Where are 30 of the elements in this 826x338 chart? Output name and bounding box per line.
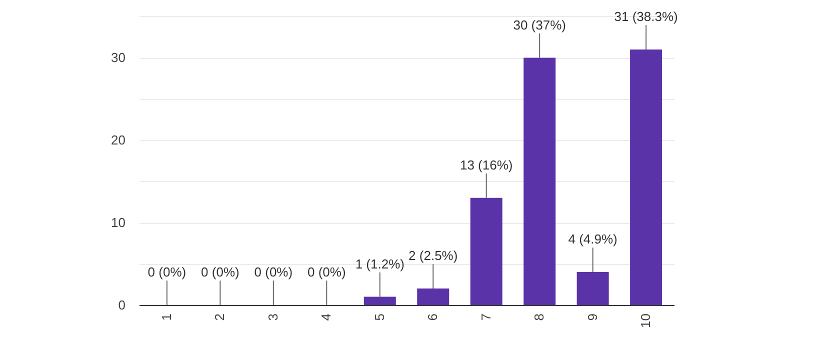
data-label: 1 (1.2%)	[355, 256, 404, 272]
data-label: 0 (0%)	[201, 264, 240, 280]
x-tick-label: 7	[478, 314, 494, 321]
data-label: 13 (16%)	[460, 157, 513, 172]
data-label: 2 (2.5%)	[408, 248, 458, 264]
bar	[630, 49, 662, 305]
x-tick-label: 1	[158, 314, 174, 321]
x-tick-label: 5	[372, 314, 387, 321]
data-label: 0 (0%)	[254, 264, 293, 280]
data-label: 0 (0%)	[308, 264, 346, 280]
bar	[417, 288, 450, 305]
x-tick-label: 4	[318, 314, 334, 321]
y-tick-label: 30	[111, 50, 126, 66]
x-tick-label: 3	[265, 314, 280, 321]
data-label: 31 (38.3%)	[614, 9, 678, 24]
y-tick-label: 20	[111, 132, 126, 148]
y-tick-label: 10	[111, 215, 126, 230]
bar	[364, 296, 396, 305]
bar	[470, 198, 502, 305]
data-label: 0 (0%)	[148, 264, 186, 280]
x-tick-label: 2	[212, 314, 228, 321]
bar	[576, 272, 609, 305]
data-label: 30 (37%)	[513, 17, 566, 32]
data-label: 4 (4.9%)	[568, 232, 618, 247]
y-tick-label: 0	[118, 298, 126, 312]
x-tick-label: 9	[584, 314, 600, 321]
x-tick-label: 10	[638, 314, 654, 328]
x-tick-label: 8	[532, 314, 547, 321]
bar	[524, 58, 556, 305]
x-tick-label: 6	[425, 314, 440, 321]
